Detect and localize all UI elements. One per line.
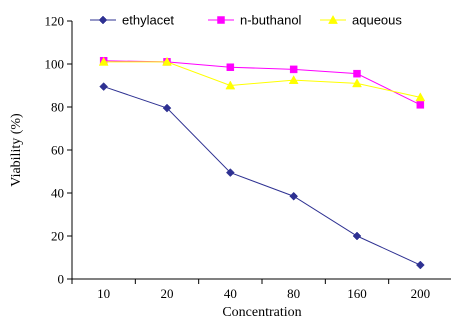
y-tick-label: 100 — [45, 57, 65, 72]
series-aqueous — [98, 56, 426, 102]
y-tick-label: 40 — [51, 186, 64, 201]
legend-item-aqueous: aqueous — [320, 13, 402, 28]
x-axis-label: Concentration — [222, 305, 301, 320]
y-tick-label: 80 — [51, 100, 64, 115]
series-layer — [98, 56, 426, 270]
legend-marker — [217, 16, 225, 24]
series-ethylacet — [99, 82, 425, 270]
data-point — [415, 92, 426, 102]
data-point — [416, 101, 425, 109]
x-tick-label: 20 — [161, 286, 174, 301]
y-tick-label: 120 — [45, 14, 65, 29]
legend-item-ethylacet: ethylacet — [90, 13, 174, 28]
data-point — [162, 103, 172, 113]
x-tick-label: 200 — [411, 286, 431, 301]
data-point — [99, 82, 109, 91]
legend-label: aqueous — [352, 13, 402, 28]
y-tick-label: 60 — [51, 143, 64, 158]
legend-marker — [328, 14, 338, 24]
data-point — [225, 80, 236, 90]
x-tick-label: 80 — [287, 286, 300, 301]
data-point — [289, 65, 298, 74]
axes: 0 20 40 60 80 100 120 10 20 40 80 160 200 — [45, 14, 451, 301]
x-tick-label: 10 — [97, 286, 110, 301]
data-point — [352, 78, 362, 88]
data-point — [415, 260, 425, 270]
y-tick-label: 0 — [58, 272, 65, 287]
legend: ethylacet n-buthanol aqueous — [90, 13, 402, 28]
data-point — [288, 75, 299, 84]
x-tick-label: 160 — [347, 286, 367, 301]
legend-label: ethylacet — [122, 13, 174, 28]
data-point — [98, 56, 109, 66]
series-line — [103, 86, 421, 266]
data-point — [226, 63, 235, 71]
y-axis-label: Viability (%) — [9, 113, 24, 187]
legend-item-n-buthanol: n-buthanol — [208, 13, 302, 28]
data-point — [352, 231, 362, 241]
y-tick-label: 20 — [51, 229, 64, 244]
data-point — [289, 191, 299, 201]
x-tick-label: 40 — [224, 286, 237, 301]
legend-marker — [98, 15, 108, 25]
data-point — [353, 69, 361, 78]
series-line — [103, 61, 421, 98]
data-point — [225, 168, 235, 177]
legend-label: n-buthanol — [240, 13, 302, 28]
data-point — [162, 56, 172, 66]
